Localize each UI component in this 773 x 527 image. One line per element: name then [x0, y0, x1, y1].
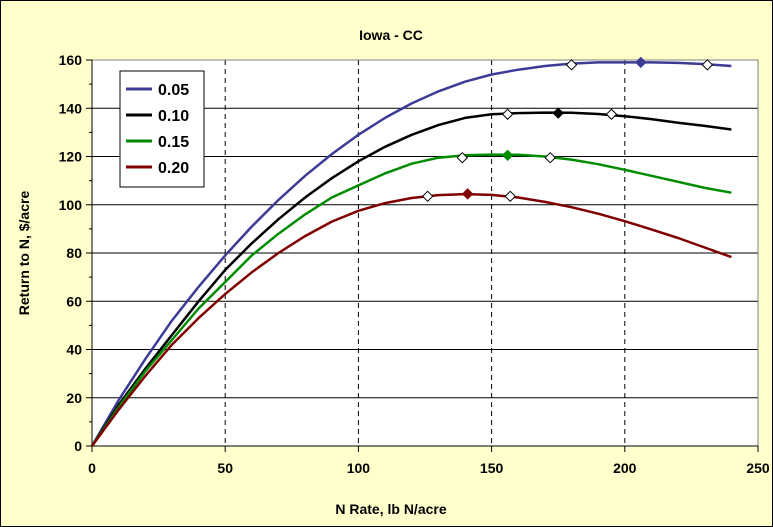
chart-title: Iowa - CC: [359, 27, 423, 43]
range-marker-0.10: [605, 108, 618, 120]
y-tick-label: 20: [66, 390, 82, 406]
y-tick-label: 40: [66, 342, 82, 358]
optimum-marker-0.05: [635, 56, 647, 69]
legend: 0.05 0.10 0.15 0.20: [119, 70, 205, 188]
optimum-marker-0.20: [461, 188, 474, 200]
x-tick-label: 250: [746, 460, 770, 476]
range-marker-0.20: [421, 190, 434, 203]
legend-label-0.10: 0.10: [158, 108, 189, 125]
legend-label-0.05: 0.05: [158, 82, 189, 99]
range-marker-0.05: [701, 59, 714, 71]
range-marker-0.20: [504, 190, 516, 203]
x-tick-label: 200: [613, 460, 637, 476]
x-tick-label: 0: [88, 460, 96, 476]
series-layer: [90, 56, 732, 447]
range-marker-0.10: [501, 108, 514, 120]
x-tick-label: 50: [217, 460, 233, 476]
y-tick-label: 160: [59, 52, 83, 68]
y-tick-label: 60: [66, 293, 82, 309]
range-marker-0.05: [565, 59, 578, 71]
y-tick-label: 100: [59, 197, 83, 213]
legend-label-0.20: 0.20: [158, 160, 189, 177]
optimum-marker-0.15: [501, 149, 514, 162]
y-tick-label: 80: [66, 245, 82, 261]
x-tick-label: 150: [480, 460, 504, 476]
range-marker-0.15: [456, 151, 469, 164]
x-tick-label: 100: [347, 460, 371, 476]
optimum-marker-0.10: [552, 107, 564, 119]
y-axis-label: Return to N, $/acre: [16, 191, 32, 316]
legend-label-0.15: 0.15: [158, 134, 189, 151]
y-tick-label: 140: [59, 100, 83, 116]
y-tick-label: 120: [59, 149, 83, 165]
series-line-0.10: [90, 111, 732, 447]
series-line-0.15: [90, 153, 732, 447]
x-axis-label: N Rate, lb N/acre: [335, 501, 446, 517]
axes: 0 20 40 60 80 100 120 140 160 0 50 100 150 200 250: [59, 52, 770, 476]
series-line-0.20: [90, 192, 732, 447]
y-tick-label: 0: [74, 438, 82, 454]
range-marker-0.15: [544, 151, 556, 164]
series-line-0.05: [90, 61, 732, 447]
